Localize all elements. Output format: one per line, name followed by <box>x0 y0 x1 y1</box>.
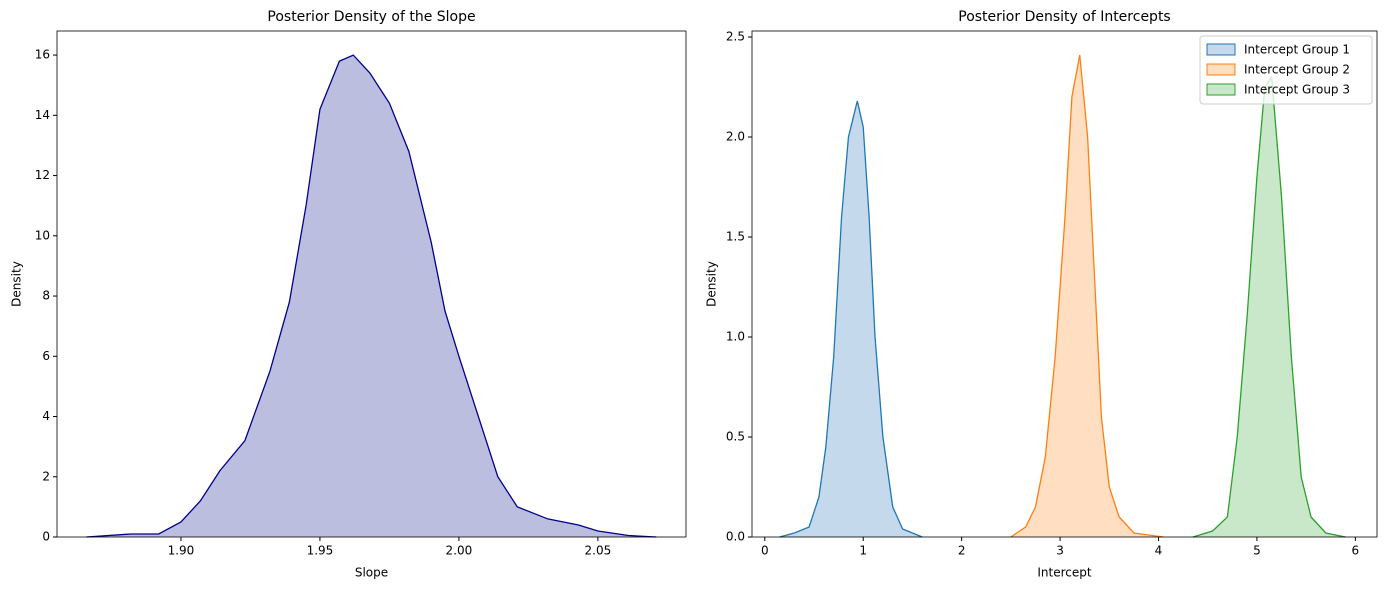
chart-title: Posterior Density of Intercepts <box>958 9 1170 25</box>
x-tick-label: 0 <box>761 544 769 558</box>
legend-swatch <box>1206 83 1236 96</box>
density-line <box>86 54 657 538</box>
y-tick-label: 0 <box>42 530 50 544</box>
y-tick-label: 14 <box>35 108 50 122</box>
density-line <box>1010 54 1164 538</box>
legend-box <box>1199 35 1373 105</box>
legend-swatch <box>1206 63 1236 76</box>
y-tick-label: 12 <box>35 168 50 182</box>
density-line <box>779 100 923 538</box>
x-tick-label: 1.90 <box>168 544 195 558</box>
x-tick-label: 3 <box>1056 544 1064 558</box>
x-axis-label: Intercept <box>1037 566 1092 580</box>
area-fill <box>1192 77 1346 537</box>
x-tick-label: 2.00 <box>446 544 473 558</box>
x-tick-label: 4 <box>1155 544 1163 558</box>
x-tick-label: 1.95 <box>307 544 334 558</box>
y-tick-label: 6 <box>42 349 50 363</box>
area-fill <box>1010 55 1164 537</box>
y-tick-label: 8 <box>42 289 50 303</box>
plot-frame <box>56 30 687 538</box>
y-tick-label: 0.5 <box>726 430 745 444</box>
plot-frame <box>751 30 1378 538</box>
y-tick-label: 16 <box>35 48 50 62</box>
y-axis-label: Density <box>10 261 24 307</box>
chart-title: Posterior Density of the Slope <box>267 9 475 25</box>
y-tick-label: 2.5 <box>726 30 745 44</box>
legend-swatch <box>1206 43 1236 56</box>
legend-label: Intercept Group 2 <box>1244 63 1350 77</box>
area-fill <box>779 101 923 537</box>
x-tick-label: 5 <box>1253 544 1261 558</box>
y-tick-label: 1.5 <box>726 230 745 244</box>
x-tick-label: 2.05 <box>585 544 612 558</box>
x-axis-label: Slope <box>355 566 388 580</box>
legend-label: Intercept Group 1 <box>1244 43 1350 57</box>
y-tick-label: 10 <box>35 228 50 242</box>
y-tick-label: 4 <box>42 409 50 423</box>
y-tick-label: 1.0 <box>726 330 745 344</box>
y-tick-label: 2.0 <box>726 130 745 144</box>
y-tick-label: 2 <box>42 469 50 483</box>
x-tick-label: 2 <box>958 544 966 558</box>
y-axis-label: Density <box>705 261 719 307</box>
legend: Intercept Group 1 Intercept Group 2 Interc… <box>1199 35 1373 105</box>
legend-label: Intercept Group 3 <box>1244 83 1350 97</box>
area-fill <box>86 55 657 537</box>
y-tick-label: 0.0 <box>726 530 745 544</box>
x-tick-label: 6 <box>1352 544 1360 558</box>
x-tick-label: 1 <box>859 544 867 558</box>
